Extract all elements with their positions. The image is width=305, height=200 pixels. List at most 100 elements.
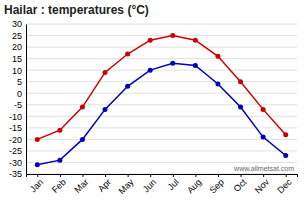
x-tick: Oct bbox=[232, 174, 249, 194]
x-tick: Sep bbox=[208, 174, 226, 195]
x-tick-label: Dec bbox=[275, 177, 294, 196]
grid-line bbox=[26, 104, 297, 105]
series-point bbox=[148, 38, 153, 43]
series-point bbox=[57, 128, 62, 133]
y-tick: 20 bbox=[12, 42, 26, 52]
grid-line bbox=[26, 24, 297, 25]
y-tick-label: -35 bbox=[9, 169, 22, 179]
y-tick: 5 bbox=[17, 77, 26, 87]
grid-line bbox=[26, 35, 297, 36]
x-tick: Feb bbox=[50, 174, 68, 195]
x-axis: Jan FebMar AprMay Jun Jul Aug Sep OctNovDec bbox=[27, 174, 298, 196]
x-tick: Dec bbox=[275, 174, 294, 195]
y-tick: -20 bbox=[9, 135, 26, 145]
data bbox=[35, 33, 288, 167]
series-line bbox=[37, 36, 285, 140]
series-point bbox=[103, 70, 108, 75]
series-point bbox=[35, 137, 40, 142]
y-tick-label: 0 bbox=[17, 89, 22, 99]
x-tick-label: Oct bbox=[232, 177, 249, 194]
series-line bbox=[37, 63, 285, 165]
series-point bbox=[283, 132, 288, 137]
series-point bbox=[215, 54, 220, 59]
x-tick: Apr bbox=[96, 174, 113, 194]
y-tick: -30 bbox=[9, 158, 26, 168]
x-tick-label: Feb bbox=[50, 177, 68, 195]
y-tick-label: 30 bbox=[12, 19, 22, 29]
y-axis-line bbox=[26, 25, 27, 175]
x-tick: May bbox=[117, 174, 136, 196]
title: Hailar : temperatures (°C) bbox=[4, 3, 149, 17]
series-point bbox=[261, 107, 266, 112]
x-tick-label: Nov bbox=[253, 177, 272, 196]
y-tick: -5 bbox=[14, 100, 26, 110]
y-tick: 15 bbox=[12, 54, 26, 64]
grid-line bbox=[26, 116, 297, 117]
x-tick: Jul bbox=[166, 174, 181, 192]
series-point bbox=[261, 135, 266, 140]
series-point bbox=[193, 63, 198, 68]
y-tick: 25 bbox=[12, 31, 26, 41]
y-tick-label: -10 bbox=[9, 112, 22, 122]
series-point bbox=[125, 52, 130, 57]
series-point bbox=[238, 79, 243, 84]
y-tick: 10 bbox=[12, 66, 26, 76]
grid-line bbox=[26, 58, 297, 59]
x-tick: Aug bbox=[185, 174, 203, 195]
series-point bbox=[103, 107, 108, 112]
x-tick-label: Jun bbox=[141, 177, 158, 194]
x-tick-label: Jan bbox=[28, 177, 45, 194]
x-tick: Jan bbox=[28, 174, 45, 194]
series-point bbox=[125, 84, 130, 89]
y-tick: 30 bbox=[12, 19, 26, 29]
series-point bbox=[80, 137, 85, 142]
grid-line bbox=[26, 139, 297, 140]
grid bbox=[26, 24, 297, 174]
y-tick-label: -30 bbox=[9, 158, 22, 168]
y-tick-label: 25 bbox=[12, 31, 22, 41]
series-point bbox=[35, 162, 40, 167]
grid-line bbox=[26, 93, 297, 94]
chart: -35-30-25-20-15-10-5051015202530JanFebMa… bbox=[0, 0, 305, 200]
series-point bbox=[170, 61, 175, 66]
y-tick: 0 bbox=[17, 89, 26, 99]
grid-line bbox=[26, 81, 297, 82]
series-point bbox=[238, 105, 243, 110]
y-tick: -35 bbox=[9, 169, 26, 179]
x-axis-line bbox=[27, 175, 298, 178]
x-tick: Mar bbox=[72, 174, 90, 195]
y-tick: -25 bbox=[9, 146, 26, 156]
y-tick-label: -15 bbox=[9, 123, 22, 133]
y-axis: -35-30 -25-20 -15-10 -50 510 15 2025 30 bbox=[9, 19, 27, 179]
x-tick: Jun bbox=[141, 174, 158, 194]
annotation: www.allmetsat.com bbox=[233, 165, 294, 172]
series-point bbox=[193, 38, 198, 43]
grid-line bbox=[26, 47, 297, 48]
series-point bbox=[283, 153, 288, 158]
y-tick-label: -5 bbox=[14, 100, 22, 110]
y-tick-label: -25 bbox=[9, 146, 22, 156]
grid-line bbox=[26, 150, 297, 151]
x-tick-label: Jul bbox=[166, 177, 181, 192]
x-tick-label: Aug bbox=[185, 177, 203, 195]
plot: -35-30-25-20-15-10-5051015202530JanFebMa… bbox=[9, 19, 298, 196]
y-tick-label: -20 bbox=[9, 135, 22, 145]
x-tick-label: Sep bbox=[208, 177, 226, 195]
grid-line bbox=[26, 70, 297, 71]
x-tick-label: Apr bbox=[96, 177, 113, 194]
grid-line bbox=[26, 162, 297, 163]
series-point bbox=[148, 68, 153, 73]
x-tick-label: May bbox=[117, 177, 136, 196]
y-tick: -15 bbox=[9, 123, 26, 133]
y-tick-label: 10 bbox=[12, 66, 22, 76]
series-point bbox=[57, 158, 62, 163]
y-tick-label: 5 bbox=[17, 77, 22, 87]
y-tick: -10 bbox=[9, 112, 26, 122]
y-tick-label: 20 bbox=[12, 42, 22, 52]
x-tick: Nov bbox=[253, 174, 272, 195]
series-point bbox=[170, 33, 175, 38]
x-tick-label: Mar bbox=[72, 177, 90, 195]
y-tick-label: 15 bbox=[12, 54, 22, 64]
series-point bbox=[80, 105, 85, 110]
series-point bbox=[215, 82, 220, 87]
